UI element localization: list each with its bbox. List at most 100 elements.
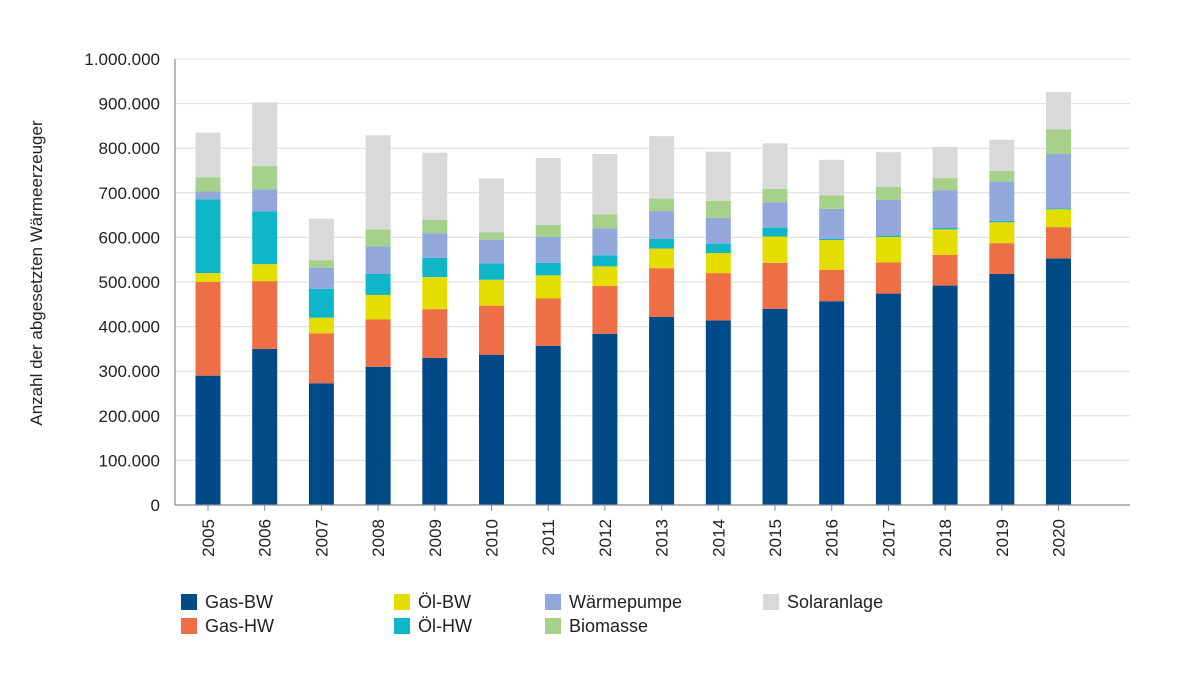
bar-segment-solaranlage-2007 — [308, 218, 334, 261]
y-tick-label: 400.000 — [99, 318, 160, 337]
bar-segment-gas-hw-2017 — [875, 262, 901, 294]
bar-segment-biomasse-2012 — [592, 214, 618, 229]
bar-segment-öl-bw-2007 — [308, 317, 334, 334]
bar-segment-öl-hw-2011 — [535, 262, 561, 276]
y-tick-labels: 0 100.000 200.000 300.000 400.000 500.000 600.… — [84, 50, 160, 515]
bar-segment-gas-hw-2018 — [932, 254, 958, 286]
y-tick-label: 100.000 — [99, 451, 160, 470]
x-tick-label: 2015 — [766, 519, 785, 557]
bar-segment-gas-bw-2019 — [989, 273, 1015, 505]
legend-label: Biomasse — [569, 616, 648, 636]
bar-segment-öl-hw-2007 — [308, 288, 334, 318]
bar-segment-öl-bw-2006 — [252, 264, 278, 282]
bar-segment-biomasse-2014 — [705, 200, 731, 218]
x-tick-label: 2014 — [709, 519, 728, 557]
bar-segment-gas-hw-2019 — [989, 243, 1015, 274]
bar-segment-biomasse-2017 — [875, 187, 901, 200]
bar-segment-wärmepumpe-2012 — [592, 228, 618, 256]
bar-segment-gas-bw-2018 — [932, 285, 958, 505]
bar-segment-gas-hw-2020 — [1046, 227, 1071, 259]
bar-segment-biomasse-2005 — [195, 177, 221, 192]
legend-label: Wärmepumpe — [569, 592, 682, 612]
bar-segment-öl-hw-2008 — [365, 273, 391, 295]
x-tick-label: 2017 — [879, 519, 898, 557]
bar-segment-gas-hw-2016 — [819, 269, 845, 302]
bar-segment-öl-bw-2017 — [875, 236, 901, 263]
bar-segment-öl-bw-2012 — [592, 266, 618, 287]
bar-segment-gas-hw-2015 — [762, 262, 788, 309]
y-tick-label: 200.000 — [99, 407, 160, 426]
bar-segment-gas-bw-2016 — [819, 301, 845, 505]
bar-segment-biomasse-2006 — [252, 166, 278, 190]
bar-segment-öl-bw-2009 — [422, 277, 448, 310]
bar-segment-gas-bw-2011 — [535, 345, 561, 505]
bar-segment-gas-hw-2012 — [592, 286, 618, 334]
x-tick-label: 2006 — [256, 519, 275, 557]
bar-segment-wärmepumpe-2011 — [535, 236, 561, 263]
legend-swatch — [181, 594, 197, 610]
bar-segment-gas-hw-2013 — [649, 268, 675, 317]
bar-segment-biomasse-2016 — [819, 195, 845, 209]
bar-segment-öl-hw-2009 — [422, 257, 448, 278]
bar-segment-biomasse-2010 — [479, 232, 504, 240]
bar-segment-wärmepumpe-2015 — [762, 202, 788, 228]
bar-segment-gas-bw-2015 — [762, 308, 788, 505]
bar-segment-solaranlage-2006 — [252, 102, 278, 167]
bar-segment-gas-hw-2014 — [705, 273, 731, 321]
x-tick-label: 2011 — [539, 519, 558, 556]
y-tick-label: 500.000 — [99, 273, 160, 292]
bar-segment-solaranlage-2008 — [365, 135, 391, 230]
bar-segment-wärmepumpe-2006 — [252, 189, 278, 212]
bar-segment-öl-hw-2018 — [932, 228, 958, 230]
x-tick-label: 2019 — [993, 519, 1012, 557]
bar-segment-öl-hw-2015 — [762, 227, 788, 237]
legend-swatch — [181, 618, 197, 634]
bar-segment-wärmepumpe-2008 — [365, 246, 391, 274]
bar-segment-öl-hw-2006 — [252, 211, 278, 265]
x-tick-label: 2008 — [369, 519, 388, 557]
bar-segment-gas-bw-2008 — [365, 366, 391, 505]
bar-segment-wärmepumpe-2010 — [479, 239, 504, 264]
bar-segment-gas-hw-2006 — [252, 281, 278, 349]
bar-segment-solaranlage-2013 — [649, 136, 675, 199]
bar-segment-wärmepumpe-2020 — [1046, 153, 1071, 209]
legend-swatch — [545, 618, 561, 634]
legend-label: Gas-HW — [205, 616, 274, 636]
y-axis-label: Anzahl der abgesetzten Wärmeerzeuger — [27, 120, 46, 426]
bar-segment-gas-bw-2007 — [308, 383, 334, 505]
x-tick-label: 2013 — [653, 519, 672, 557]
y-tick-label: 0 — [151, 496, 160, 515]
bar-segment-wärmepumpe-2007 — [308, 267, 334, 289]
bar-segment-gas-bw-2017 — [875, 293, 901, 505]
bar-segment-biomasse-2015 — [762, 188, 788, 203]
bar-segment-öl-bw-2018 — [932, 229, 958, 255]
bar-segment-solaranlage-2009 — [422, 152, 448, 221]
bar-segment-wärmepumpe-2014 — [705, 217, 731, 244]
bar-segment-gas-bw-2009 — [422, 357, 448, 505]
x-tick-label: 2009 — [426, 519, 445, 557]
bar-segment-wärmepumpe-2018 — [932, 190, 958, 229]
bar-segment-solaranlage-2015 — [762, 143, 788, 189]
x-tick-label: 2018 — [936, 519, 955, 557]
bar-segment-biomasse-2013 — [649, 198, 675, 212]
bars — [195, 92, 1071, 505]
bar-segment-öl-bw-2016 — [819, 240, 845, 270]
legend-item: Gas-BW — [181, 592, 273, 612]
bar-segment-wärmepumpe-2019 — [989, 181, 1015, 221]
x-tick-label: 2007 — [312, 519, 331, 557]
legend-item: Gas-HW — [181, 616, 274, 636]
y-tick-label: 700.000 — [99, 184, 160, 203]
bar-segment-gas-bw-2006 — [252, 348, 278, 505]
bar-segment-solaranlage-2010 — [479, 178, 504, 233]
bar-segment-öl-hw-2014 — [705, 243, 731, 254]
x-tick-label: 2005 — [199, 519, 218, 557]
bar-segment-öl-bw-2008 — [365, 294, 391, 320]
bar-segment-gas-hw-2010 — [479, 305, 504, 355]
bar-segment-gas-hw-2005 — [195, 282, 221, 376]
y-tick-label: 800.000 — [99, 139, 160, 158]
bar-segment-öl-bw-2019 — [989, 222, 1015, 244]
bar-segment-öl-bw-2005 — [195, 273, 221, 282]
bar-segment-solaranlage-2019 — [989, 139, 1015, 171]
y-tick-label: 600.000 — [99, 228, 160, 247]
